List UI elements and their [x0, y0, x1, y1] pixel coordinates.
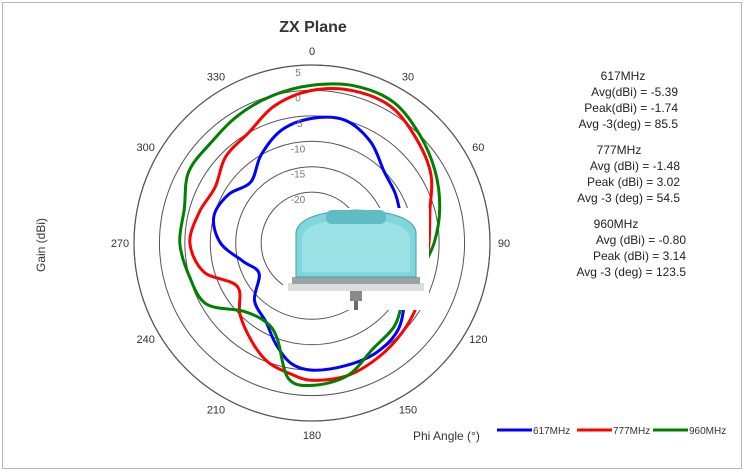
legend-label-617: 617MHz: [533, 426, 570, 437]
angle-tick-label: 120: [469, 334, 487, 346]
grid-ring: [133, 64, 491, 422]
stats-617-avg: Avg(dBi) = -5.39: [591, 85, 678, 99]
radial-tick-label: -20: [291, 195, 306, 206]
angle-tick-label: 300: [137, 142, 155, 154]
stats-617-title: 617MHz: [600, 69, 646, 83]
stats-960-avg: Avg (dBi) = -0.80: [595, 233, 686, 247]
stats-777-peak: Peak (dBi) = 3.02: [586, 175, 680, 189]
angle-tick-label: 60: [472, 142, 484, 154]
stats-617-avg3: Avg -3(deg) = 85.5: [578, 117, 678, 131]
chart-title: ZX Plane: [279, 19, 347, 36]
stats-617-peak: Peak(dBi) = -1.74: [584, 101, 678, 115]
legend-label-960: 960MHz: [689, 426, 726, 437]
stats-777-title: 777MHz: [596, 143, 642, 157]
stats-960-title: 960MHz: [593, 217, 639, 231]
stats-617: 617MHz Avg(dBi) = -5.39 Peak(dBi) = -1.7…: [568, 68, 678, 132]
radial-tick-label: 5: [295, 68, 301, 79]
series-group: [178, 82, 442, 388]
series-line-777MHz: [188, 87, 434, 382]
legend: 617MHz 777MHz 960MHz: [497, 426, 726, 437]
stats-777: 777MHz Avg (dBi) = -1.48 Peak (dBi) = 3.…: [558, 142, 680, 206]
stats-777-avg3: Avg -3 (deg) = 54.5: [577, 191, 680, 205]
radial-tick-label: 0: [295, 93, 301, 104]
antenna-image: [283, 208, 429, 310]
angle-tick-label: 180: [303, 430, 321, 442]
radial-tick-label: -5: [294, 119, 303, 130]
angle-tick-label: 210: [207, 404, 225, 416]
angle-tick-label: 330: [207, 72, 225, 84]
series-line-617MHz: [211, 115, 407, 372]
x-axis-label: Phi Angle (°): [413, 429, 480, 443]
y-axis-label: Gain (dBi): [34, 218, 48, 272]
angle-tick-label: 150: [399, 404, 417, 416]
legend-label-777: 777MHz: [613, 426, 650, 437]
series-line-960MHz: [178, 82, 442, 388]
stats-777-avg: Avg (dBi) = -1.48: [589, 159, 680, 173]
angle-tick-label: 0: [309, 46, 315, 58]
stats-960-peak: Peak (dBi) = 3.14: [592, 249, 686, 263]
angle-tick-label: 270: [111, 238, 129, 250]
radial-tick-label: -10: [291, 144, 306, 155]
angle-tick-label: 90: [498, 238, 510, 250]
angle-tick-label: 30: [402, 72, 414, 84]
stats-960: 960MHz Avg (dBi) = -0.80 Peak (dBi) = 3.…: [546, 216, 686, 280]
radial-tick-label: -15: [291, 170, 306, 181]
stats-960-avg3: Avg -3 (deg) = 123.5: [576, 265, 686, 279]
angle-tick-label: 240: [137, 334, 155, 346]
